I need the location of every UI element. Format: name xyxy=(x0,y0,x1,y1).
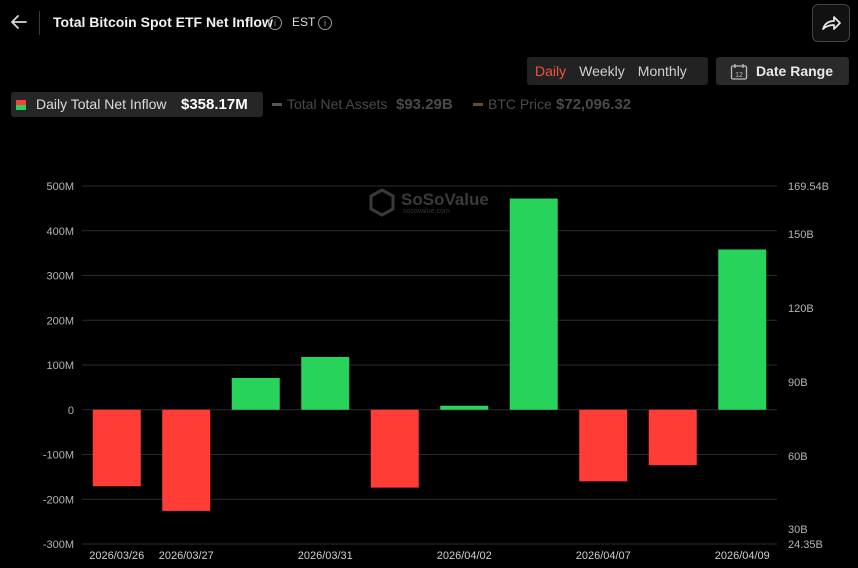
y-right-tick-label: 120B xyxy=(788,303,814,315)
x-tick-label: 2026/03/31 xyxy=(298,550,353,562)
y-tick-label: 400M xyxy=(46,226,74,238)
y-tick-label: 500M xyxy=(46,181,74,193)
y-tick-label: -100M xyxy=(43,450,74,462)
share-icon xyxy=(822,16,841,30)
share-button[interactable] xyxy=(812,4,850,42)
legend-label: Total Net Assets xyxy=(287,96,388,112)
x-tick-label: 2026/04/07 xyxy=(576,550,631,562)
legend-line-icon xyxy=(272,103,282,106)
y-tick-label: 0 xyxy=(68,405,74,417)
legend-value: $93.29B xyxy=(396,96,453,113)
legend-line-icon xyxy=(473,103,483,106)
back-button[interactable] xyxy=(8,10,30,34)
y-axis-left: 500M 400M 300M 200M 100M 0 -100M -200M -300M xyxy=(43,181,74,551)
page-title: Total Bitcoin Spot ETF Net Inflow xyxy=(53,14,273,30)
bar xyxy=(92,409,141,487)
x-tick-label: 2026/03/26 xyxy=(89,550,144,562)
watermark: SoSoValue sosovalue.com xyxy=(369,188,489,217)
bar xyxy=(509,198,558,410)
legend-value: $72,096.32 xyxy=(556,96,632,113)
y-right-tick-label: 90B xyxy=(788,377,808,389)
date-range-label: Date Range xyxy=(756,63,834,79)
bar xyxy=(370,409,419,488)
y-right-tick-label: 30B xyxy=(788,524,808,536)
bar xyxy=(440,405,489,410)
bar xyxy=(579,409,628,482)
timezone-info-icon[interactable]: i xyxy=(318,16,332,30)
bar xyxy=(718,249,767,410)
y-tick-label: 300M xyxy=(46,271,74,283)
x-axis: 2026/03/26 2026/03/27 2026/03/31 2026/04/02… xyxy=(89,550,770,562)
calendar-icon: 12 xyxy=(730,64,748,80)
bars xyxy=(92,198,767,511)
x-tick-label: 2026/04/02 xyxy=(437,550,492,562)
watermark-url: sosovalue.com xyxy=(403,208,450,215)
period-selector: Daily Weekly Monthly xyxy=(527,57,708,85)
x-tick-label: 2026/03/27 xyxy=(159,550,214,562)
legend-label: Daily Total Net Inflow xyxy=(36,96,167,112)
y-right-tick-label: 24.35B xyxy=(788,539,823,551)
info-icon[interactable]: i xyxy=(268,16,282,30)
y-right-tick-label: 169.54B xyxy=(788,181,829,193)
tab-weekly[interactable]: Weekly xyxy=(579,63,625,79)
timezone-label: EST xyxy=(292,15,316,29)
y-right-tick-label: 150B xyxy=(788,229,814,241)
tab-monthly[interactable]: Monthly xyxy=(637,63,687,79)
net-inflow-chart: SoSoValue sosovalue.com 500M 400M 300M 200M… xyxy=(43,181,829,562)
bar xyxy=(162,409,211,511)
legend-bar-icon xyxy=(16,100,26,110)
y-tick-label: 100M xyxy=(46,360,74,372)
tab-daily[interactable]: Daily xyxy=(535,63,567,79)
arrow-left-icon xyxy=(11,15,27,29)
header-divider xyxy=(39,11,40,35)
y-tick-label: 200M xyxy=(46,315,74,327)
sosovalue-logo-icon xyxy=(369,188,395,217)
y-axis-right: 169.54B 150B 120B 90B 60B 30B 24.35B xyxy=(788,181,829,551)
legend-btc-price[interactable]: BTC Price $72,096.32 xyxy=(469,92,645,117)
y-tick-label: -300M xyxy=(43,539,74,551)
date-range-button[interactable]: 12 Date Range xyxy=(716,57,849,85)
y-right-tick-label: 60B xyxy=(788,451,808,463)
legend-daily-net-inflow[interactable]: Daily Total Net Inflow $358.17M xyxy=(11,92,263,117)
legend-label: BTC Price xyxy=(488,96,552,112)
calendar-day: 12 xyxy=(735,72,743,79)
bar xyxy=(648,409,697,466)
bar xyxy=(301,356,350,410)
y-tick-label: -200M xyxy=(43,494,74,506)
legend-value: $358.17M xyxy=(181,96,248,113)
watermark-name: SoSoValue xyxy=(401,190,489,209)
header-bar: Total Bitcoin Spot ETF Net Inflow i EST … xyxy=(0,0,858,46)
x-tick-label: 2026/04/09 xyxy=(715,550,770,562)
bar xyxy=(231,377,280,410)
legend-total-net-assets[interactable]: Total Net Assets $93.29B xyxy=(268,92,463,117)
